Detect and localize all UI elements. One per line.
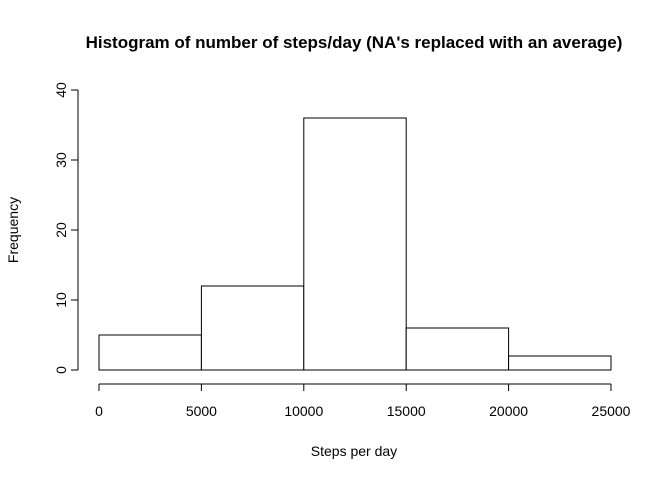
x-tick-label: 5000 [186, 403, 217, 419]
histogram-bar-3 [405, 327, 510, 371]
y-tick-label: 10 [53, 292, 69, 308]
chart-title: Histogram of number of steps/day (NA's r… [86, 33, 623, 52]
x-tick-label: 10000 [284, 403, 323, 419]
y-axis: 0 10 20 30 40 [53, 82, 79, 374]
y-tick-label: 0 [53, 366, 69, 374]
x-tick-label: 0 [95, 403, 103, 419]
histogram-bar-1 [200, 285, 305, 371]
x-tick-label: 15000 [387, 403, 426, 419]
x-tick-label: 20000 [489, 403, 528, 419]
x-axis-label: Steps per day [311, 443, 397, 459]
y-tick-label: 40 [53, 82, 69, 98]
histogram-bar-4 [508, 355, 612, 371]
bars-group [98, 117, 612, 371]
histogram-bar-0 [98, 334, 202, 371]
y-axis-label: Frequency [5, 197, 21, 263]
y-tick-label: 20 [53, 222, 69, 238]
histogram-bar-2 [303, 117, 407, 371]
y-tick-label: 30 [53, 152, 69, 168]
x-tick-label: 25000 [592, 403, 631, 419]
x-axis: 0 5000 10000 15000 20000 25000 [95, 383, 631, 419]
